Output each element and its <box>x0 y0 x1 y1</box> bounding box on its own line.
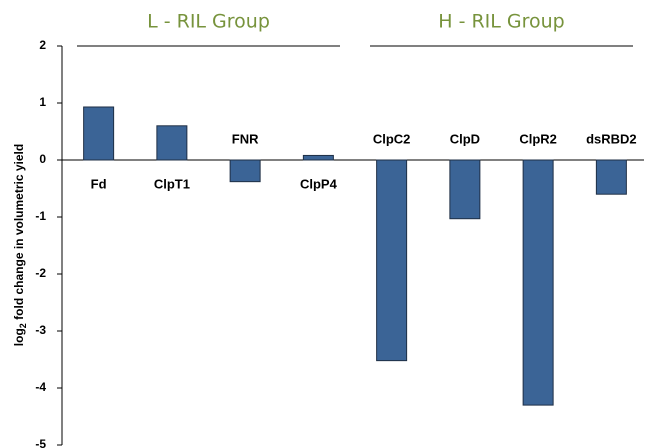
bar <box>595 159 627 195</box>
group-label: L - RIL Group <box>147 11 270 33</box>
category-label: ClpC2 <box>373 131 411 146</box>
bar <box>449 159 481 220</box>
y-label-subscript: 2 <box>18 323 28 328</box>
y-tick-label: 2 <box>39 38 46 52</box>
y-tick-label: -4 <box>35 380 46 394</box>
y-tick-label: -2 <box>35 266 46 280</box>
y-tick-label: -5 <box>35 437 46 448</box>
category-label: ClpP4 <box>300 176 338 191</box>
bar <box>376 159 408 362</box>
bar <box>522 159 554 406</box>
y-tick-label: -1 <box>35 209 46 223</box>
bar <box>83 106 115 161</box>
category-label: ClpR2 <box>519 131 557 146</box>
category-label: ClpT1 <box>154 176 190 191</box>
y-tick-label: 1 <box>39 95 46 109</box>
y-label-base: log <box>12 328 26 346</box>
bar <box>156 125 188 161</box>
y-label-rest: fold change in volumetric yield <box>12 144 26 323</box>
category-label: ClpD <box>450 131 480 146</box>
category-label: dsRBD2 <box>586 131 637 146</box>
category-label: Fd <box>91 176 107 191</box>
y-tick-label: 0 <box>39 152 46 166</box>
bar <box>229 159 261 183</box>
group-label: H - RIL Group <box>438 11 565 33</box>
y-tick-label: -3 <box>35 323 46 337</box>
bar <box>302 154 334 161</box>
y-axis-label: log2 fold change in volumetric yield <box>12 144 28 346</box>
category-label: FNR <box>232 131 259 146</box>
